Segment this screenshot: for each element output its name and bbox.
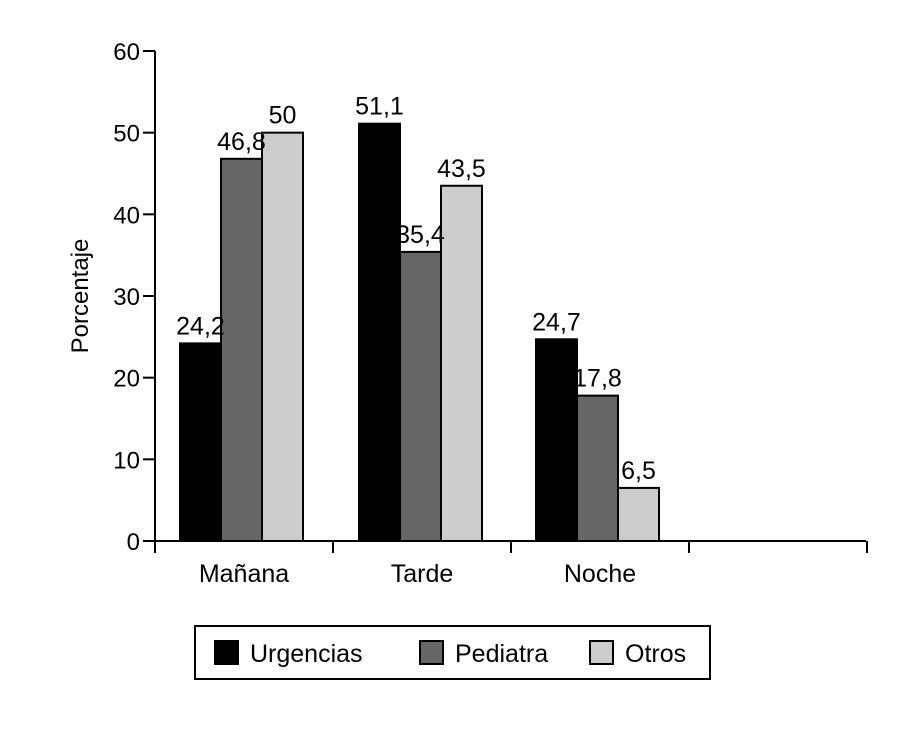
bar-otros-3 — [617, 486, 660, 542]
bar-pediatra-1 — [220, 157, 263, 543]
data-label: 46,8 — [217, 128, 266, 156]
y-tick-label: 40 — [113, 202, 140, 229]
legend: Urgencias Pediatra Otros — [194, 625, 711, 680]
bar-otros-1 — [261, 131, 304, 543]
legend-label-otros: Otros — [625, 640, 686, 668]
legend-box — [194, 625, 711, 680]
y-tick-label: 20 — [113, 366, 140, 393]
data-label: 51,1 — [355, 93, 404, 121]
legend-label-urgencias: Urgencias — [250, 640, 363, 668]
data-label: 43,5 — [437, 155, 486, 183]
y-tick-label: 0 — [127, 529, 140, 556]
bar-pediatra-3 — [576, 394, 619, 542]
legend-swatch-pediatra — [419, 640, 444, 665]
legend-swatch-urgencias — [214, 640, 239, 665]
data-label: 50 — [269, 102, 297, 130]
data-label: 35,4 — [396, 221, 445, 249]
bar-urgencias-1 — [179, 342, 222, 542]
x-tick-label: Tarde — [391, 560, 454, 588]
legend-swatch-otros — [589, 640, 614, 665]
y-axis: 0 10 20 30 40 50 60 — [113, 39, 156, 556]
data-label: 6,5 — [621, 457, 656, 485]
y-tick-label: 10 — [113, 447, 140, 474]
data-label: 24,2 — [176, 312, 225, 340]
x-tick-label: Mañana — [199, 560, 289, 588]
y-tick-label: 50 — [113, 121, 140, 148]
y-tick-label: 60 — [113, 39, 140, 66]
data-label: 24,7 — [532, 308, 581, 336]
legend-label-pediatra: Pediatra — [455, 640, 548, 668]
bars — [179, 122, 660, 543]
x-axis: Mañana Tarde Noche — [154, 540, 868, 588]
y-tick-label: 30 — [113, 284, 140, 311]
x-tick-label: Noche — [564, 560, 636, 588]
bar-pediatra-2 — [399, 250, 442, 542]
y-axis-label: Porcentaje — [67, 239, 94, 354]
bar-otros-2 — [440, 184, 483, 542]
data-label: 17,8 — [573, 365, 622, 393]
data-labels: 24,2 46,850 51,1 35,4 43,5 24,7 17,8 6,5 — [176, 93, 656, 485]
bar-urgencias-2 — [358, 122, 401, 543]
bar-urgencias-3 — [535, 338, 578, 542]
